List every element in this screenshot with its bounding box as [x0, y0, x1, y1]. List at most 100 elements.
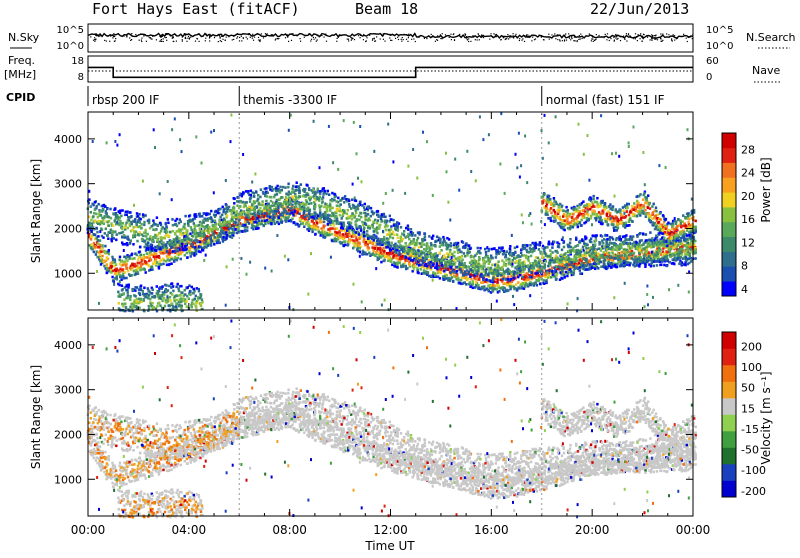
power-cell [158, 256, 160, 259]
power-cell [127, 227, 129, 230]
power-cell [323, 206, 325, 209]
power-cell [431, 237, 433, 240]
power-cell [90, 211, 92, 214]
nsearch-point [237, 33, 238, 34]
power-cell [201, 215, 203, 218]
nsearch-point [468, 41, 469, 42]
nsearch-point [481, 35, 482, 36]
power-cell [126, 267, 128, 270]
power-cell [150, 259, 152, 262]
nsearch-point [654, 39, 655, 40]
nsearch-point [317, 39, 318, 40]
nsearch-point [426, 38, 427, 39]
nsearch-point [341, 35, 342, 36]
nsearch-point [431, 34, 432, 35]
nsearch-point [676, 38, 677, 39]
nsearch-point [391, 40, 392, 41]
nsearch-point [162, 36, 163, 37]
power-cell [106, 271, 108, 274]
power-cell [417, 252, 419, 255]
power-cell [518, 287, 520, 290]
nsearch-point [440, 38, 441, 39]
nsearch-point [502, 36, 503, 37]
power-cell [487, 289, 489, 292]
nsearch-point [630, 36, 631, 37]
power-cell [390, 253, 392, 256]
nsearch-point [538, 35, 539, 36]
power-cell [422, 257, 424, 260]
nsearch-point [554, 33, 555, 34]
nsearch-point [617, 35, 618, 36]
nsearch-point [271, 34, 272, 35]
power-cell [226, 210, 228, 213]
power-cell [204, 246, 206, 249]
power-cell [457, 278, 459, 281]
power-cell [105, 228, 107, 231]
power-cell [323, 225, 325, 228]
power-cell [364, 251, 366, 254]
power-cell [372, 213, 374, 216]
power-cell [448, 238, 450, 241]
power-cell [121, 268, 123, 271]
power-cell [408, 257, 410, 260]
power-cell [289, 200, 291, 203]
nsearch-point [492, 36, 493, 37]
nsearch-point [166, 40, 167, 41]
power-cell [110, 229, 112, 232]
power-cell [481, 275, 483, 278]
nsearch-point [604, 37, 605, 38]
nsearch-point [466, 36, 467, 37]
nsearch-point [568, 33, 569, 34]
power-cell [210, 210, 212, 213]
power-cell [264, 212, 266, 215]
power-cell [225, 237, 227, 240]
power-cell [241, 225, 243, 228]
power-cell [276, 221, 278, 224]
nsearch-point [541, 37, 542, 38]
power-cell [352, 215, 354, 218]
power-cell [417, 272, 419, 275]
nsearch-point [527, 37, 528, 38]
nsearch-point [383, 33, 384, 34]
nsearch-point [626, 40, 627, 41]
power-cell [334, 228, 336, 231]
power-cell [279, 213, 281, 216]
power-cell [267, 192, 269, 195]
nsearch-point [594, 40, 595, 41]
nsearch-point [483, 37, 484, 38]
power-cell [414, 259, 416, 262]
nsearch-point [489, 39, 490, 40]
power-cell [308, 203, 310, 206]
nsearch-point [529, 36, 530, 37]
nsearch-point [408, 37, 409, 38]
power-cell [295, 196, 297, 199]
power-cell [303, 225, 305, 228]
nsearch-point [219, 35, 220, 36]
power-cell [283, 201, 285, 204]
power-cell [329, 227, 331, 230]
power-cell [371, 246, 373, 249]
power-cell [492, 288, 494, 291]
power-cell [209, 213, 211, 216]
power-cell [90, 238, 92, 241]
nsearch-point [408, 34, 409, 35]
power-cell [449, 260, 451, 263]
power-cell [516, 289, 518, 292]
power-cell [336, 208, 338, 211]
power-cell [175, 250, 177, 253]
power-cell [386, 225, 388, 228]
power-cell [109, 231, 111, 234]
nsearch-point [113, 33, 114, 34]
nsearch-point [610, 38, 611, 39]
nsearch-point [666, 33, 667, 34]
power-cell [392, 255, 394, 258]
power-cell [392, 237, 394, 240]
nsearch-point [363, 39, 364, 40]
nsearch-point [571, 36, 572, 37]
nsearch-point [188, 36, 189, 37]
nsearch-point [398, 35, 399, 36]
power-cell [171, 218, 173, 221]
power-cell [532, 282, 534, 285]
nsearch-point [380, 38, 381, 39]
power-cell [275, 202, 277, 205]
